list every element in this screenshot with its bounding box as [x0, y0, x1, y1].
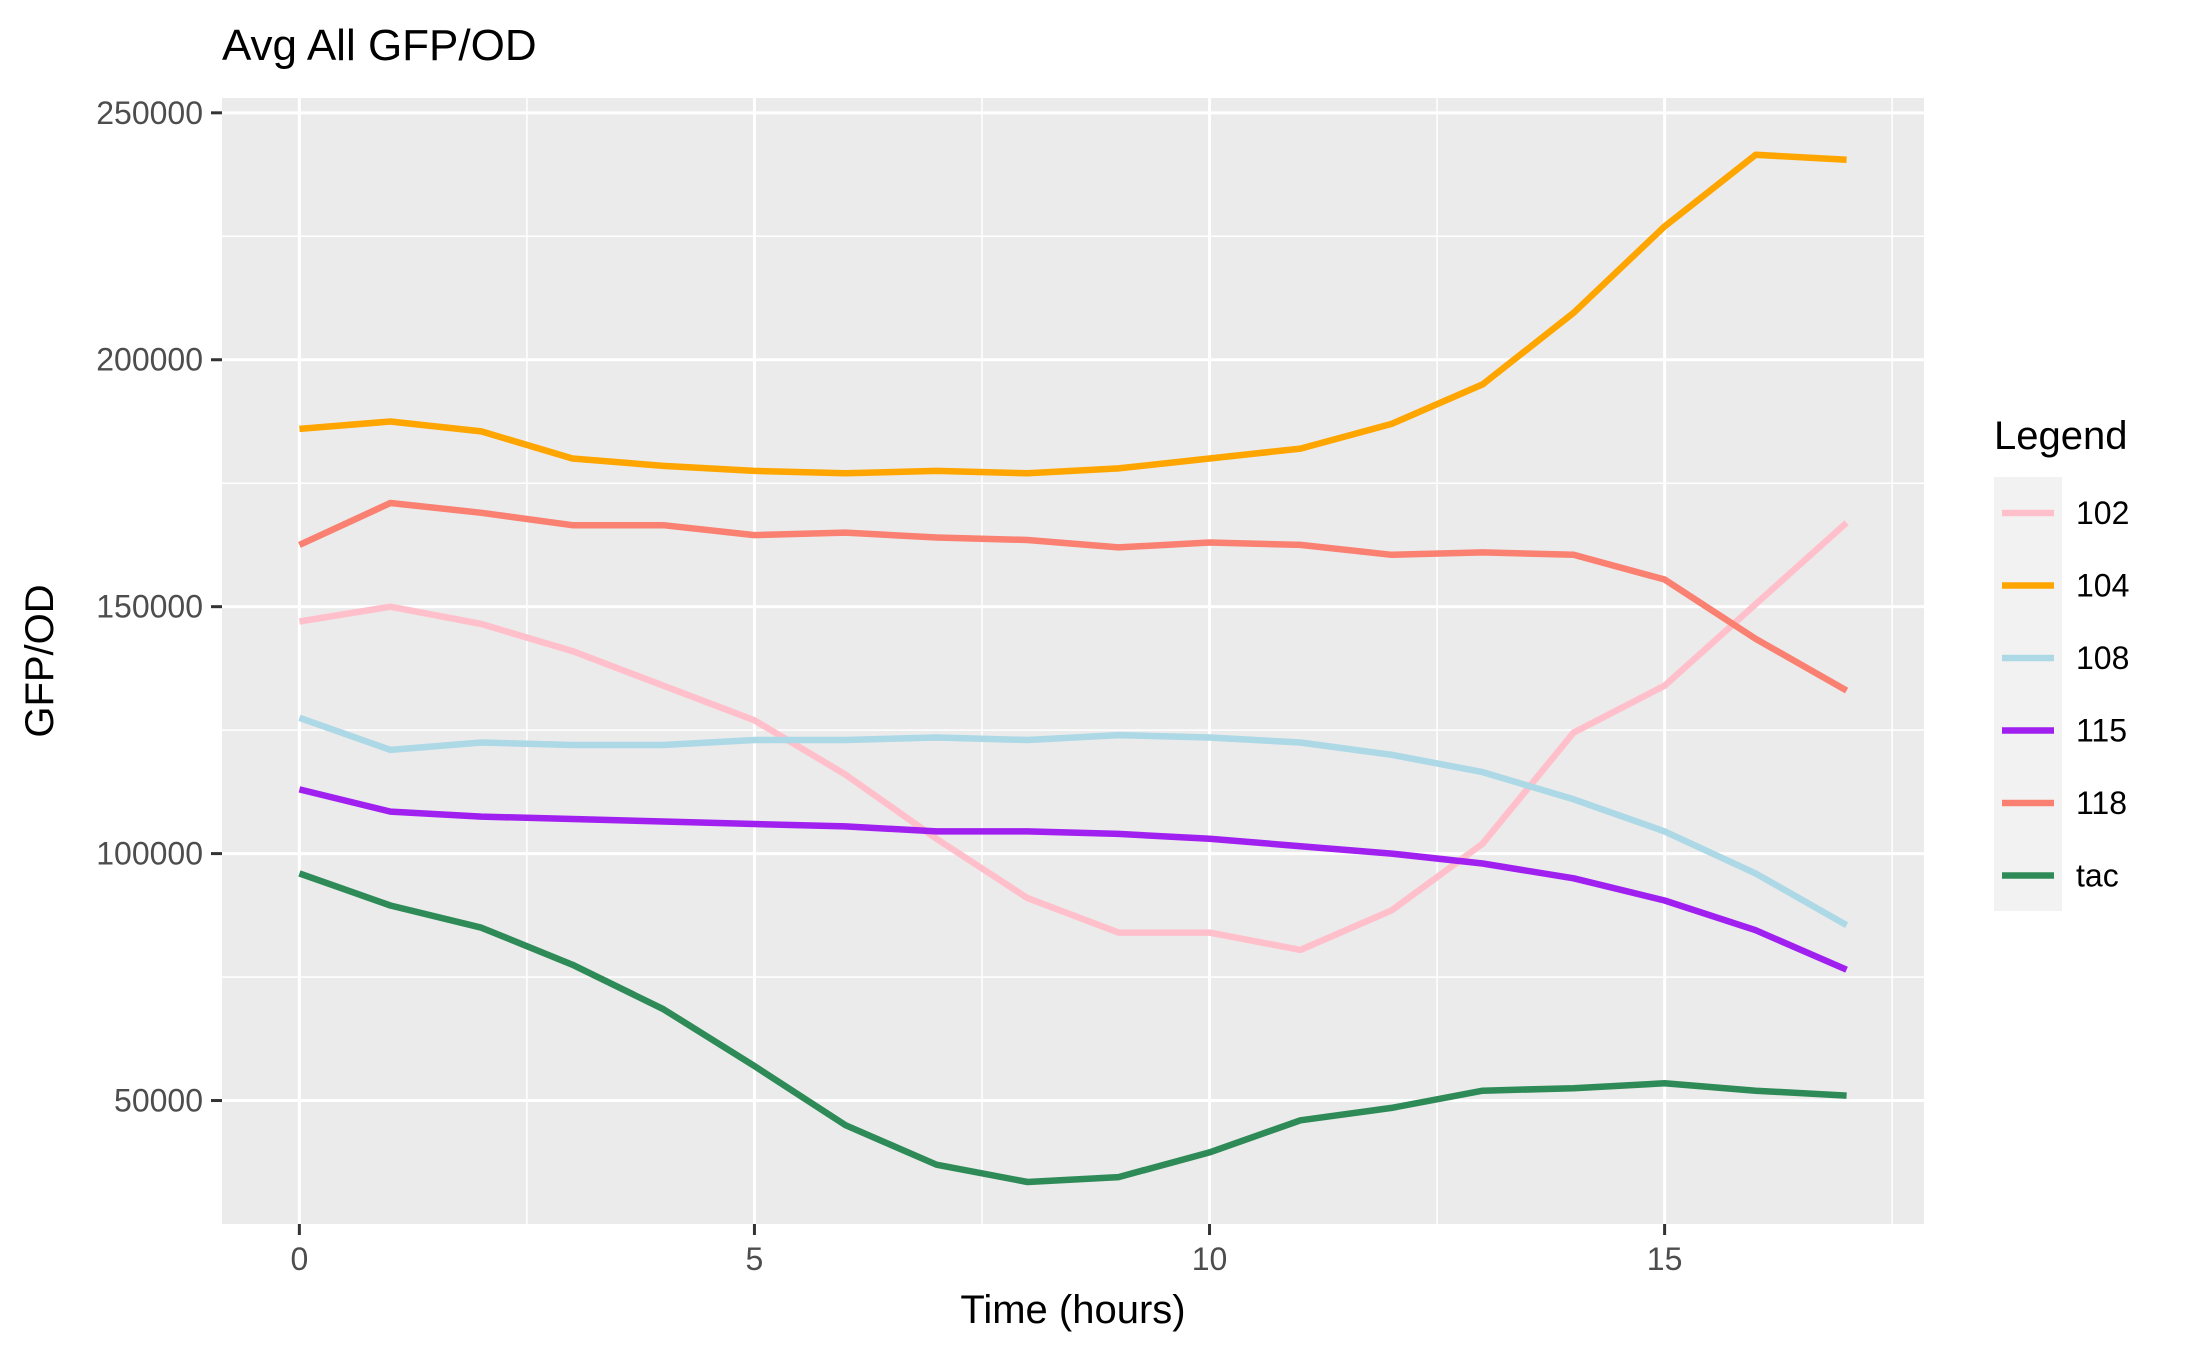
- legend-label-108: 108: [2076, 640, 2129, 676]
- legend-label-115: 115: [2076, 713, 2127, 749]
- y-tick-label-2: 150000: [96, 589, 203, 625]
- series-line-102: [298, 520, 1849, 954]
- y-tick-label-4: 250000: [96, 95, 203, 131]
- x-tick-label-1: 5: [746, 1241, 764, 1277]
- y-tick-label-3: 200000: [96, 342, 203, 378]
- series-line-115: [298, 786, 1848, 973]
- legend-items: 102 104 108 115 118 tac: [2002, 495, 2129, 894]
- legend-label-102: 102: [2076, 495, 2129, 531]
- series-line-108: [298, 714, 1849, 929]
- legend-key-background: [1994, 477, 2062, 911]
- y-tick-label-1: 100000: [96, 836, 203, 872]
- gridlines: [222, 98, 1924, 1224]
- legend-label-tac: tac: [2076, 858, 2119, 894]
- series-lines: [298, 151, 1849, 1186]
- legend-label-118: 118: [2076, 785, 2127, 821]
- y-axis-title: GFP/OD: [18, 584, 62, 737]
- legend-label-104: 104: [2076, 568, 2129, 604]
- series-line-tac: [298, 870, 1847, 1186]
- x-tick-label-0: 0: [290, 1241, 308, 1277]
- tick-labels: 0 5 10 15 50000 100000 150000 200000 250000: [96, 95, 1682, 1277]
- axis-ticks: [211, 111, 1667, 1235]
- legend-title: Legend: [1994, 414, 2127, 458]
- x-tick-label-2: 10: [1192, 1241, 1228, 1277]
- series-line-104: [299, 151, 1847, 477]
- x-tick-label-3: 15: [1647, 1241, 1683, 1277]
- chart-title: Avg All GFP/OD: [222, 21, 537, 70]
- series-line-118: [298, 499, 1849, 694]
- plot-panel: [222, 98, 1924, 1224]
- y-tick-label-0: 50000: [114, 1083, 203, 1119]
- x-axis-title: Time (hours): [960, 1288, 1185, 1332]
- legend: Legend 102 104 108 115 118 tac: [1994, 414, 2129, 911]
